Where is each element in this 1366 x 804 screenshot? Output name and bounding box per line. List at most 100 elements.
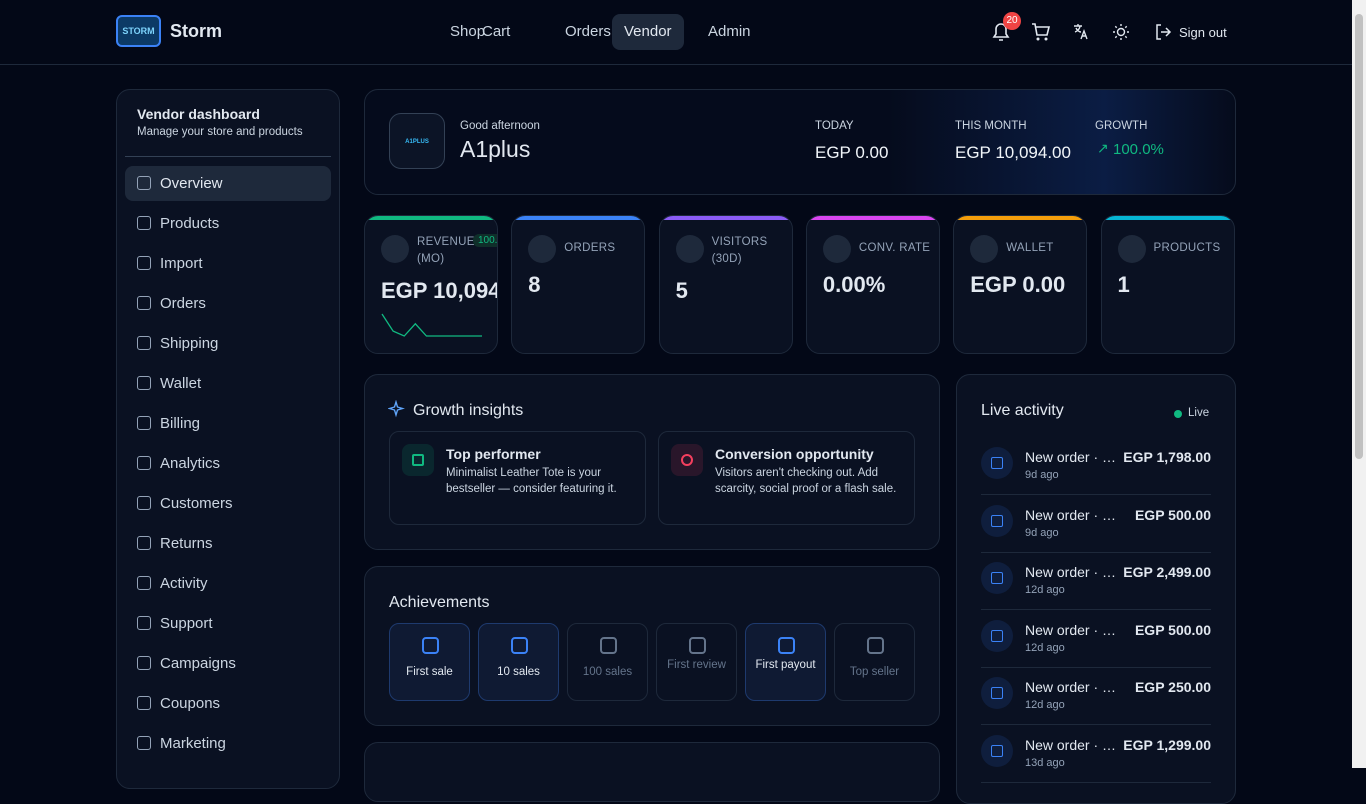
greeting: Good afternoon <box>460 120 540 132</box>
divider <box>125 156 331 157</box>
order-time: 13d ago <box>1025 757 1065 769</box>
nav-icon <box>137 576 151 590</box>
sidebar-item[interactable]: Billing <box>125 406 331 441</box>
order-title: New order · … <box>1025 449 1115 465</box>
achievement: First review <box>656 623 737 701</box>
nav-link[interactable]: Admin <box>708 23 751 40</box>
sidebar-item[interactable]: Analytics <box>125 446 331 481</box>
achievement-label: First sale <box>406 666 453 678</box>
store-logo: A1PLUS <box>389 113 445 169</box>
sidebar-title: Vendor dashboard <box>137 106 260 122</box>
nav-icon <box>137 496 151 510</box>
language-icon[interactable] <box>1072 23 1090 41</box>
kpi-value: 0.00% <box>822 272 886 297</box>
sign-out[interactable]: Sign out <box>1179 25 1227 40</box>
nav-link[interactable]: Orders <box>565 23 611 40</box>
order-icon <box>981 504 1013 537</box>
nav-icon <box>137 176 151 190</box>
sidebar-item[interactable]: Overview <box>125 166 331 201</box>
sidebar-label: Customers <box>160 495 233 512</box>
kpi-accent <box>954 216 1087 220</box>
insight-title: Conversion opportunity <box>715 446 874 462</box>
cart-icon[interactable] <box>1030 21 1052 43</box>
sidebar-item[interactable]: Customers <box>125 486 331 521</box>
sidebar-item[interactable]: Products <box>125 206 331 241</box>
insight-card: Conversion opportunity Visitors aren't ch… <box>658 431 915 525</box>
order-glyph <box>991 745 1003 757</box>
nav-icon <box>137 536 151 550</box>
nav-icon <box>137 416 151 430</box>
logo[interactable]: STORM <box>116 15 161 47</box>
insight-glyph <box>412 454 424 466</box>
kpi-card: VISITORS (30D) 5 <box>658 215 793 354</box>
sidebar-label: Products <box>160 215 220 232</box>
achievement-icon <box>689 637 706 654</box>
kpi-icon <box>970 235 999 263</box>
sign-out-icon[interactable] <box>1154 23 1172 41</box>
sparkline <box>381 313 482 337</box>
order-title: New order · … <box>1025 564 1115 581</box>
kpi-icon <box>675 235 704 263</box>
kpi-label: REVENUE (MO) <box>417 236 475 265</box>
sidebar-item[interactable]: Coupons <box>125 686 331 721</box>
sidebar-item[interactable]: Wallet <box>125 366 331 401</box>
kpi-card: PRODUCTS 1 <box>1100 215 1235 354</box>
kpi-value: 5 <box>675 278 688 303</box>
sidebar-label: Orders <box>160 295 206 312</box>
sidebar-item[interactable]: Shipping <box>125 326 331 361</box>
sidebar-item[interactable]: Returns <box>125 526 331 561</box>
sidebar-item[interactable]: Marketing <box>125 726 331 761</box>
order-amount: EGP 1,798.00 <box>1123 449 1211 465</box>
order-title: New order · … <box>1025 621 1115 638</box>
sidebar-item[interactable]: Activity <box>125 566 331 601</box>
activity-title: Live activity <box>981 402 1064 419</box>
theme-icon[interactable] <box>1112 23 1130 41</box>
kpi-card: REVENUE (MO) EGP 10,094 100.0% <box>364 215 498 354</box>
nav-link[interactable]: Cart <box>482 23 511 40</box>
sidebar-label: Support <box>160 615 213 632</box>
brand[interactable]: Storm <box>170 21 223 41</box>
nav-icon <box>137 616 151 630</box>
kpi-icon <box>528 235 557 263</box>
insight-card: Top performer Minimalist Leather Tote is … <box>389 431 646 525</box>
store-name: A1plus <box>460 136 531 162</box>
sidebar-item[interactable]: Campaigns <box>125 646 331 681</box>
order-amount: EGP 250.00 <box>1134 679 1211 696</box>
order-amount: EGP 2,499.00 <box>1123 564 1211 581</box>
nav-icon <box>137 736 151 750</box>
activity-row[interactable]: New order · … 9d ago EGP 1,798.00 <box>981 437 1211 495</box>
achievement-icon <box>422 637 439 654</box>
insight-text: Visitors aren't checking out. Add scarci… <box>715 467 897 495</box>
activity-row[interactable]: New order · … 12d ago EGP 500.00 <box>981 610 1211 668</box>
activity-row[interactable]: New order · … 9d ago EGP 500.00 <box>981 495 1211 553</box>
scrollbar[interactable] <box>1352 0 1366 768</box>
activity-row[interactable]: New order · … 12d ago EGP 250.00 <box>981 667 1211 726</box>
sidebar-item[interactable]: Import <box>125 246 331 281</box>
nav-link[interactable]: Vendor <box>612 14 684 50</box>
kpi-accent <box>512 216 645 220</box>
order-amount: EGP 500.00 <box>1134 621 1211 638</box>
activity-card: Live activity Live New order · … 9d ago EG… <box>956 374 1236 804</box>
sidebar-label: Activity <box>160 575 208 592</box>
order-time: 9d ago <box>1025 526 1059 539</box>
sidebar-label: Returns <box>160 535 213 552</box>
nav-icon <box>137 256 151 270</box>
kpi-card: WALLET EGP 0.00 <box>953 215 1088 354</box>
bell-icon[interactable] <box>990 20 1012 44</box>
achievement-icon <box>778 637 795 654</box>
sidebar-item[interactable]: Orders <box>125 286 331 321</box>
insight-icon <box>402 444 434 476</box>
sidebar-label: Coupons <box>160 695 221 712</box>
scroll-thumb[interactable] <box>1355 14 1363 459</box>
kpi-label: CONV. RATE <box>858 242 931 254</box>
stat-label: GROWTH <box>1095 120 1148 132</box>
achievement: 10 sales <box>478 623 559 701</box>
sidebar-label: Campaigns <box>160 655 236 672</box>
kpi-value: 8 <box>528 272 541 297</box>
nav-link[interactable]: Shop <box>450 23 486 40</box>
activity-row[interactable]: New order · … 13d ago EGP 1,299.00 <box>981 725 1211 783</box>
achievements-card: Achievements First sale 10 sales 100 sales… <box>364 566 940 726</box>
sidebar-item[interactable]: Support <box>125 606 331 641</box>
activity-row[interactable]: New order · … 12d ago EGP 2,499.00 <box>981 552 1211 611</box>
sidebar-label: Billing <box>160 415 201 432</box>
